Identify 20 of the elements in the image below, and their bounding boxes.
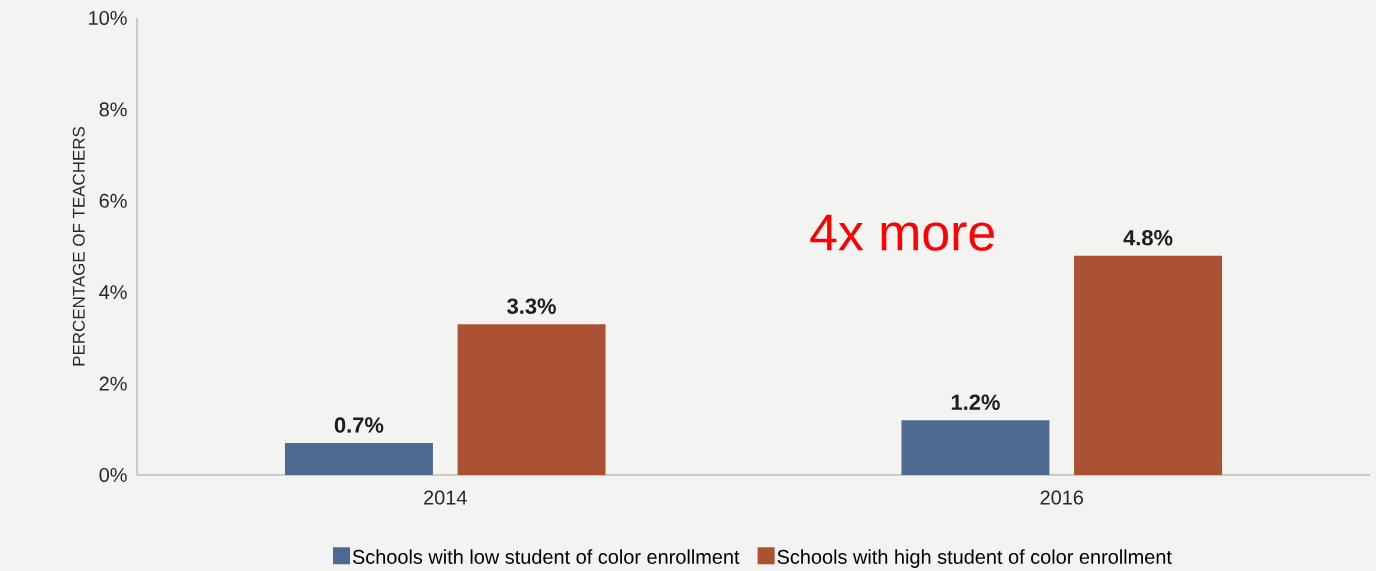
- data-label: 1.2%: [951, 394, 1000, 410]
- data-label: 4.8%: [1123, 229, 1173, 246]
- y-tick-label: 6%: [99, 193, 127, 208]
- annotation: 4x more: [810, 214, 994, 251]
- y-tick-label: 10%: [89, 10, 127, 26]
- x-tick-label: 2016: [1040, 490, 1084, 505]
- y-tick-label: 8%: [99, 102, 127, 117]
- y-tick-label: 2%: [99, 376, 127, 391]
- legend-label: Schools with high student of color enrollment: [777, 549, 1172, 568]
- bar: [1074, 255, 1223, 475]
- legend-label: Schools with low student of color enrollment: [352, 549, 740, 564]
- y-axis-title: PERCENTAGE OF TEACHERS: [72, 126, 85, 366]
- bar: [457, 324, 606, 475]
- data-label: 0.7%: [334, 417, 384, 433]
- bar: [901, 420, 1050, 475]
- y-tick-label: 4%: [99, 285, 127, 300]
- data-label: 3.3%: [507, 298, 556, 314]
- bar: [284, 443, 433, 475]
- y-tick-label: 0%: [99, 467, 127, 483]
- x-tick-label: 2014: [424, 490, 467, 505]
